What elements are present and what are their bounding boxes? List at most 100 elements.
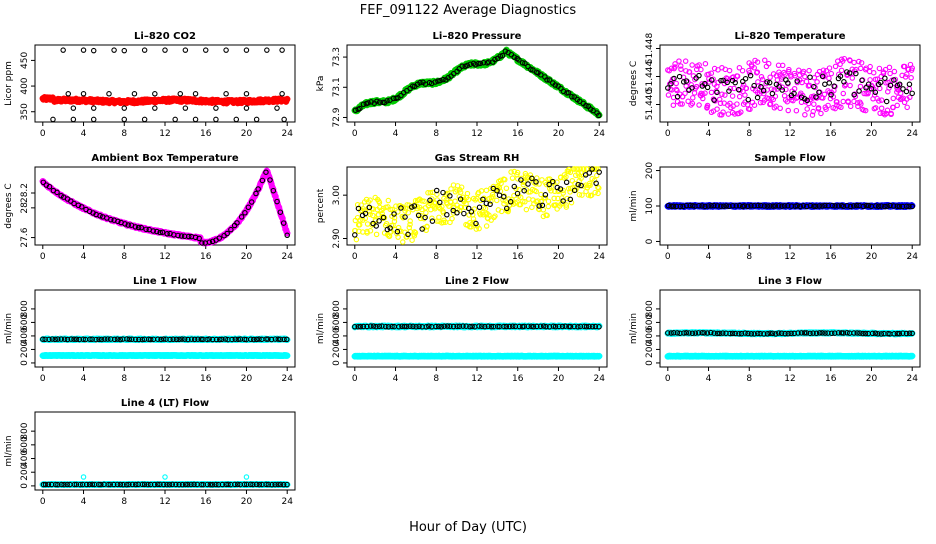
x-tick-label: 0 <box>352 252 358 262</box>
data-point <box>892 69 896 73</box>
x-tick-label: 8 <box>433 129 439 139</box>
data-point <box>71 106 75 110</box>
data-point <box>504 186 508 190</box>
data-point <box>244 48 248 52</box>
panel-title: Line 1 Flow <box>133 276 197 287</box>
x-tick-label: 24 <box>906 252 918 262</box>
x-tick-label: 0 <box>352 129 358 139</box>
x-tick-label: 12 <box>471 252 482 262</box>
x-tick-label: 8 <box>121 129 127 139</box>
data-point <box>596 353 602 359</box>
data-point <box>386 198 390 202</box>
data-point <box>510 176 514 180</box>
y-tick-label: 350 <box>20 103 30 120</box>
data-point <box>743 93 747 97</box>
data-point <box>484 188 488 192</box>
x-tick-label: 16 <box>512 252 524 262</box>
x-tick-label: 8 <box>746 252 752 262</box>
data-point <box>692 91 696 95</box>
data-point <box>122 48 126 52</box>
data-point <box>683 91 687 95</box>
data-point <box>841 99 845 103</box>
data-point <box>142 48 146 52</box>
x-tick-label: 24 <box>906 374 918 384</box>
data-point <box>183 48 187 52</box>
y-tick-label: 0 <box>645 238 655 244</box>
data-point <box>92 106 96 110</box>
y-tick-label: 73.3 <box>332 47 342 67</box>
data-point <box>122 117 126 121</box>
y-tick-label: 800 <box>20 300 30 317</box>
panel-title: Line 2 Flow <box>445 276 509 287</box>
x-tick-label: 16 <box>200 129 212 139</box>
data-point <box>280 92 284 96</box>
x-tick-label: 0 <box>40 252 46 262</box>
data-point <box>671 103 675 107</box>
x-tick-label: 4 <box>81 252 87 262</box>
data-point <box>354 237 358 241</box>
data-point <box>214 106 218 110</box>
x-tick-label: 4 <box>393 129 399 139</box>
data-point <box>71 117 75 121</box>
data-point <box>807 68 811 72</box>
data-point <box>244 92 248 96</box>
y-tick-label: 200 <box>645 162 655 179</box>
data-point <box>450 216 454 220</box>
x-tick-label: 16 <box>825 374 837 384</box>
data-point <box>92 48 96 52</box>
x-tick-label: 20 <box>241 374 253 384</box>
x-tick-label: 0 <box>665 374 671 384</box>
data-point <box>697 103 701 107</box>
x-tick-label: 24 <box>281 252 293 262</box>
data-point <box>546 204 550 208</box>
data-point <box>81 48 85 52</box>
data-point <box>797 68 801 72</box>
data-point <box>173 117 177 121</box>
data-point <box>730 94 734 98</box>
data-point <box>740 68 744 72</box>
x-tick-label: 12 <box>159 129 170 139</box>
data-point <box>770 91 774 95</box>
data-point <box>777 70 781 74</box>
x-tick-label: 20 <box>553 374 565 384</box>
panel-title: Sample Flow <box>754 153 826 164</box>
x-tick-label: 24 <box>281 374 293 384</box>
x-tick-label: 20 <box>553 252 565 262</box>
data-point <box>868 78 872 82</box>
y-axis-label: ml/min <box>629 313 639 344</box>
data-point <box>244 106 248 110</box>
panel-title: Gas Stream RH <box>435 153 520 164</box>
data-point <box>868 64 872 68</box>
data-point <box>703 62 707 66</box>
y-tick-label: 3.00 <box>332 185 342 205</box>
y-tick-label: 0 <box>645 360 655 366</box>
data-point <box>735 102 739 106</box>
x-tick-label: 4 <box>81 374 87 384</box>
y-tick-label: 0 <box>332 360 342 366</box>
data-point <box>848 104 852 108</box>
x-tick-label: 20 <box>866 374 878 384</box>
figure-title: FEF_091122 Average Diagnostics <box>360 3 577 18</box>
x-tick-label: 4 <box>393 374 399 384</box>
data-point <box>737 94 741 98</box>
data-point <box>803 113 807 117</box>
y-axis-label: ml/min <box>629 190 639 221</box>
data-point <box>674 81 678 85</box>
x-tick-label: 24 <box>281 129 293 139</box>
data-point <box>848 83 852 87</box>
data-point <box>746 97 750 101</box>
x-tick-label: 4 <box>706 129 712 139</box>
data-point <box>526 182 530 186</box>
data-point <box>284 96 290 102</box>
data-point <box>284 353 290 359</box>
x-tick-label: 16 <box>825 252 837 262</box>
data-point <box>794 108 798 112</box>
y-axis-label: degrees C <box>4 183 14 228</box>
